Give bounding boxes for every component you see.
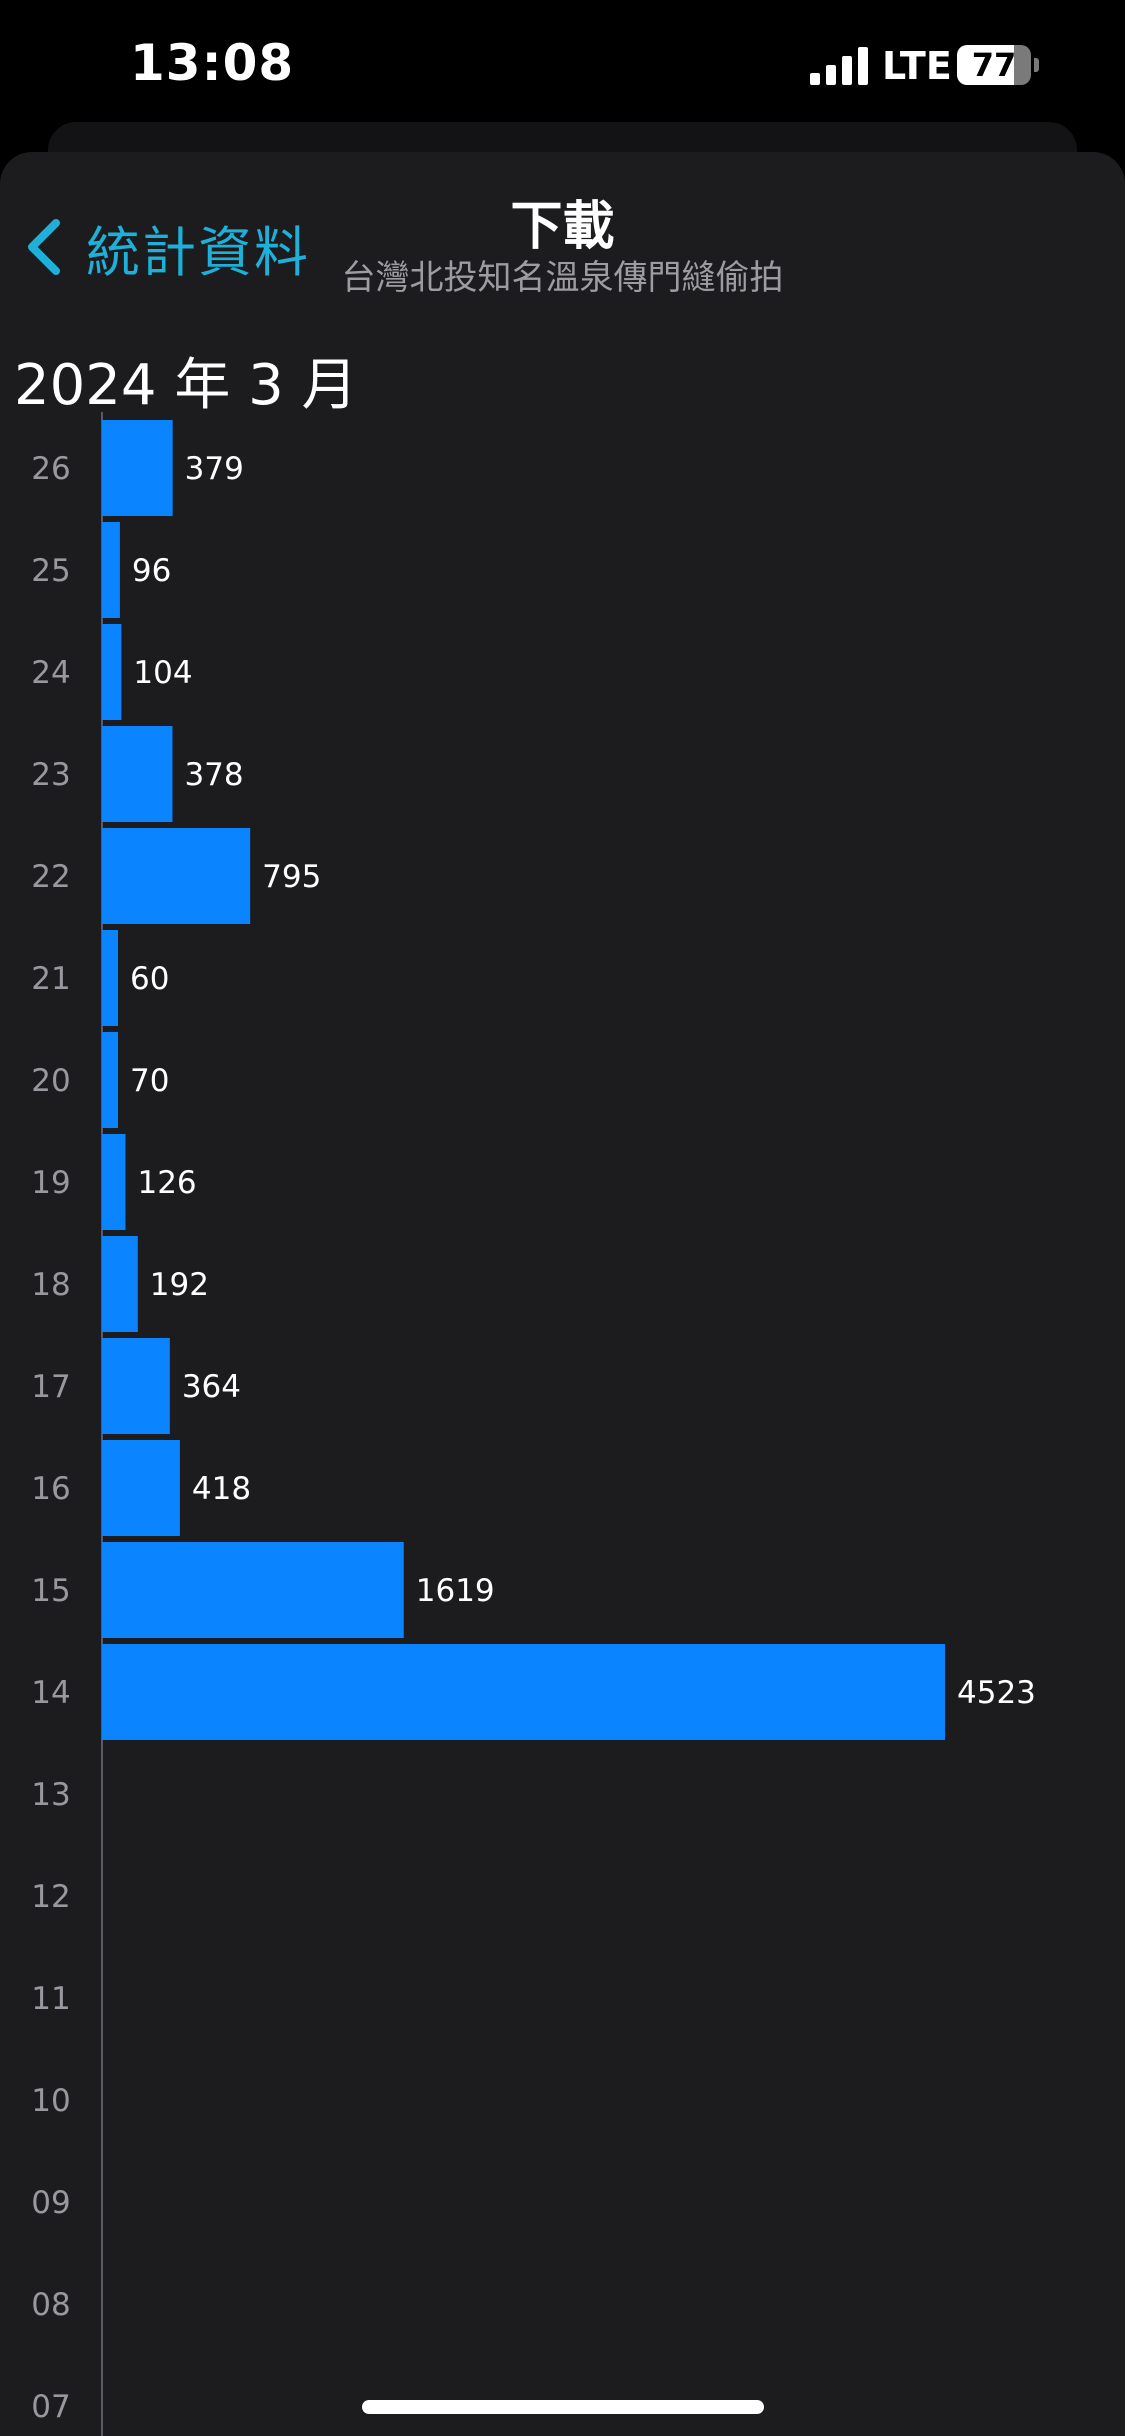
bar-value-label: 104: [133, 655, 192, 691]
download-bar[interactable]: [102, 420, 173, 516]
downloads-bar-chart: 26 379 25 96 24 104 23 378 22 795 21 60 20 70 19 126 18 1…: [31, 412, 1036, 2436]
download-bar[interactable]: [102, 1440, 180, 1536]
download-bar[interactable]: [102, 828, 251, 924]
home-indicator[interactable]: [362, 2400, 764, 2414]
download-bar[interactable]: [102, 1542, 404, 1638]
download-bar[interactable]: [102, 624, 122, 720]
bar-value-label: 4523: [957, 1675, 1036, 1711]
day-tick-label: 07: [31, 2389, 70, 2425]
day-tick-label: 16: [31, 1471, 70, 1507]
battery-icon: 77: [957, 45, 1041, 85]
battery-level: 77: [971, 46, 1017, 84]
day-tick-label: 12: [31, 1879, 70, 1915]
day-tick-label: 18: [31, 1267, 70, 1303]
day-tick-label: 10: [31, 2083, 70, 2119]
battery-fill: [957, 45, 1014, 85]
day-tick-label: 08: [31, 2287, 70, 2323]
day-tick-label: 15: [31, 1573, 70, 1609]
download-bar[interactable]: [102, 1338, 170, 1434]
day-tick-label: 13: [31, 1777, 70, 1813]
bar-value-label: 70: [130, 1063, 169, 1099]
download-bar[interactable]: [102, 522, 120, 618]
status-bar: 13:08 LTE 77: [0, 0, 1125, 130]
day-tick-label: 09: [31, 2185, 70, 2221]
day-tick-label: 26: [31, 451, 70, 487]
download-bar[interactable]: [102, 1032, 118, 1128]
bar-value-label: 192: [150, 1267, 209, 1303]
status-time: 13:08: [130, 34, 295, 92]
bar-value-label: 60: [130, 961, 169, 997]
bar-value-label: 364: [182, 1369, 241, 1405]
chevron-left-icon[interactable]: [22, 217, 66, 277]
day-tick-label: 11: [31, 1981, 70, 2017]
back-button-label[interactable]: 統計資料: [86, 220, 310, 284]
statistics-sheet: 統計資料 下載 台灣北投知名溫泉傳門縫偷拍 2024 年 3 月 26 379 25…: [0, 152, 1125, 2436]
download-bar[interactable]: [102, 1236, 138, 1332]
bar-value-label: 378: [184, 757, 243, 793]
bar-value-label: 418: [192, 1471, 251, 1507]
download-bar[interactable]: [102, 1644, 945, 1740]
day-tick-label: 23: [31, 757, 70, 793]
bar-value-label: 96: [132, 553, 171, 589]
day-tick-label: 22: [31, 859, 70, 895]
page-title: 下載: [510, 197, 615, 257]
day-tick-label: 21: [31, 961, 70, 997]
network-type-label: LTE: [882, 44, 952, 88]
cellular-signal-icon: [810, 47, 868, 85]
page-subtitle: 台灣北投知名溫泉傳門縫偷拍: [341, 258, 784, 298]
day-tick-label: 25: [31, 553, 70, 589]
bar-value-label: 379: [185, 451, 244, 487]
battery-body: 77: [957, 45, 1031, 85]
day-tick-label: 17: [31, 1369, 70, 1405]
day-tick-label: 19: [31, 1165, 70, 1201]
day-tick-label: 20: [31, 1063, 70, 1099]
day-tick-label: 24: [31, 655, 70, 691]
bar-value-label: 795: [262, 859, 321, 895]
day-tick-label: 14: [31, 1675, 70, 1711]
bar-value-label: 126: [137, 1165, 196, 1201]
download-bar[interactable]: [102, 726, 173, 822]
chart-title: 2024 年 3 月: [14, 353, 358, 418]
battery-nub: [1034, 58, 1039, 72]
download-bar[interactable]: [102, 930, 118, 1026]
back-button[interactable]: 統計資料: [22, 207, 310, 287]
download-bar[interactable]: [102, 1134, 126, 1230]
bar-value-label: 1619: [416, 1573, 495, 1609]
